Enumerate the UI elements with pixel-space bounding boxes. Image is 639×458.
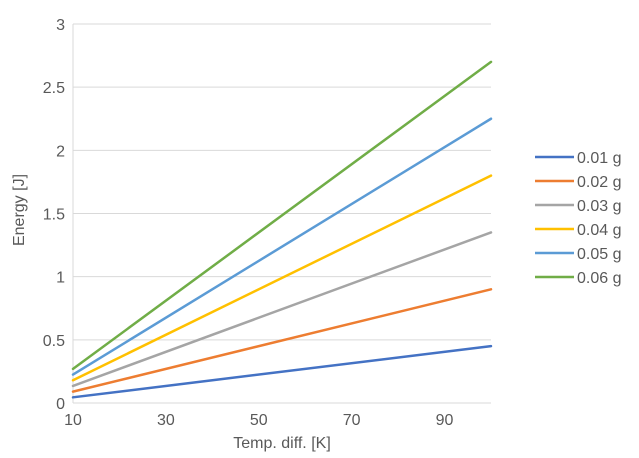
legend-label: 0.03 g	[577, 198, 621, 215]
legend-label: 0.05 g	[577, 246, 621, 263]
series-line-0-06-g	[71, 60, 493, 371]
x-tick-label: 90	[436, 412, 454, 429]
x-tick-label: 50	[250, 412, 268, 429]
y-axis-label: Energy [J]	[11, 174, 28, 246]
legend-label: 0.02 g	[577, 174, 621, 191]
legend: 0.01 g 0.02 g 0.03 g 0.04 g 0.05 g 0.06 g	[535, 150, 621, 287]
y-tick-label: 3	[56, 17, 65, 34]
series-line-0-04-g	[71, 174, 493, 382]
y-tick-label: 0.5	[43, 333, 65, 350]
legend-label: 0.06 g	[577, 270, 621, 287]
x-tick-label: 10	[64, 412, 82, 429]
series-line-0-01-g	[71, 344, 493, 399]
y-tick-label: 2.5	[43, 80, 65, 97]
plot-area	[71, 60, 493, 399]
y-tick-label: 2	[56, 143, 65, 160]
series-line-0-03-g	[71, 231, 493, 388]
x-axis-label: Temp. diff. [K]	[233, 435, 331, 452]
y-tick-label: 0	[56, 396, 65, 413]
y-tick-label: 1.5	[43, 207, 65, 224]
legend-label: 0.04 g	[577, 222, 621, 239]
y-tick-label: 1	[56, 270, 65, 287]
legend-label: 0.01 g	[577, 150, 621, 167]
x-tick-label: 70	[343, 412, 361, 429]
gridlines	[73, 23, 491, 341]
axes: 0 0.5 1 1.5 2 2.5 3 10 30 50 70 90	[43, 17, 491, 429]
series-line-0-02-g	[71, 288, 493, 393]
series-line-0-05-g	[71, 117, 493, 376]
x-tick-label: 30	[157, 412, 175, 429]
